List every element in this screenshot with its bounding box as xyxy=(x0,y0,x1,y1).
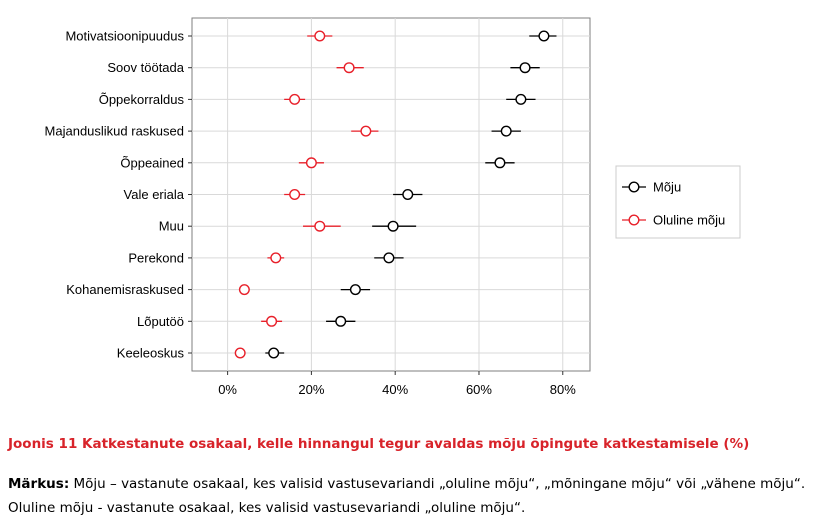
legend: Mõju Oluline mõju xyxy=(615,165,741,239)
data-point-s0-5 xyxy=(402,188,414,200)
x-tick-label-2: 40% xyxy=(382,382,408,397)
note-text: Mõju – vastanute osakaal, kes valisid va… xyxy=(8,476,806,516)
x-tick-label-4: 80% xyxy=(550,382,576,397)
x-tick-label-0: 0% xyxy=(218,382,237,397)
x-tick-label-1: 20% xyxy=(298,382,324,397)
figure-caption: Joonis 11 Katkestanute osakaal, kelle hi… xyxy=(8,436,750,452)
data-point-s0-10 xyxy=(268,347,280,359)
data-point-s1-8 xyxy=(238,284,250,296)
data-point-s1-4 xyxy=(305,157,317,169)
legend-marker-1 xyxy=(628,214,640,226)
y-tick-label-4: Õppeained xyxy=(120,155,184,170)
legend-marker-0 xyxy=(628,181,640,193)
y-tick-label-0: Motivatsioonipuudus xyxy=(65,29,184,44)
x-axis: 0% 20% 40% 60% 80% xyxy=(218,371,576,397)
y-tick-label-7: Perekond xyxy=(128,250,184,265)
data-point-s1-9 xyxy=(266,315,278,327)
y-tick-label-1: Soov töötada xyxy=(107,60,184,75)
y-tick-label-6: Muu xyxy=(159,219,184,234)
data-marks xyxy=(234,30,557,359)
data-point-s0-8 xyxy=(349,284,361,296)
legend-label-0: Mõju xyxy=(653,180,681,195)
data-point-s1-0 xyxy=(314,30,326,42)
data-point-s1-2 xyxy=(289,93,301,105)
y-tick-label-3: Majanduslikud raskused xyxy=(45,124,184,139)
data-point-s1-10 xyxy=(234,347,246,359)
data-point-s1-1 xyxy=(343,62,355,74)
data-point-s0-3 xyxy=(500,125,512,137)
y-tick-label-8: Kohanemisraskused xyxy=(66,282,184,297)
data-point-s0-4 xyxy=(494,157,506,169)
data-point-s1-6 xyxy=(314,220,326,232)
y-tick-label-2: Õppekorraldus xyxy=(99,92,185,107)
y-tick-label-9: Lõputöö xyxy=(137,314,184,329)
y-tick-label-10: Keeleoskus xyxy=(117,346,185,361)
data-point-s1-7 xyxy=(270,252,282,264)
y-tick-label-5: Vale eriala xyxy=(124,187,185,202)
data-point-s0-0 xyxy=(538,30,550,42)
data-point-s1-5 xyxy=(289,188,301,200)
legend-label-1: Oluline mõju xyxy=(653,213,725,228)
figure-note: Märkus: Mõju – vastanute osakaal, kes va… xyxy=(8,472,818,520)
note-label: Märkus: xyxy=(8,476,70,492)
data-point-s0-7 xyxy=(383,252,395,264)
dot-plot-chart: Motivatsioonipuudus Soov töötada Õppekorra… xyxy=(45,17,741,397)
data-point-s0-6 xyxy=(387,220,399,232)
data-point-s0-1 xyxy=(519,62,531,74)
data-point-s0-9 xyxy=(335,315,347,327)
data-point-s1-3 xyxy=(360,125,372,137)
legend-box xyxy=(615,165,741,239)
y-axis: Motivatsioonipuudus Soov töötada Õppekorra… xyxy=(45,29,192,361)
x-tick-label-3: 60% xyxy=(466,382,492,397)
data-point-s0-2 xyxy=(515,93,527,105)
